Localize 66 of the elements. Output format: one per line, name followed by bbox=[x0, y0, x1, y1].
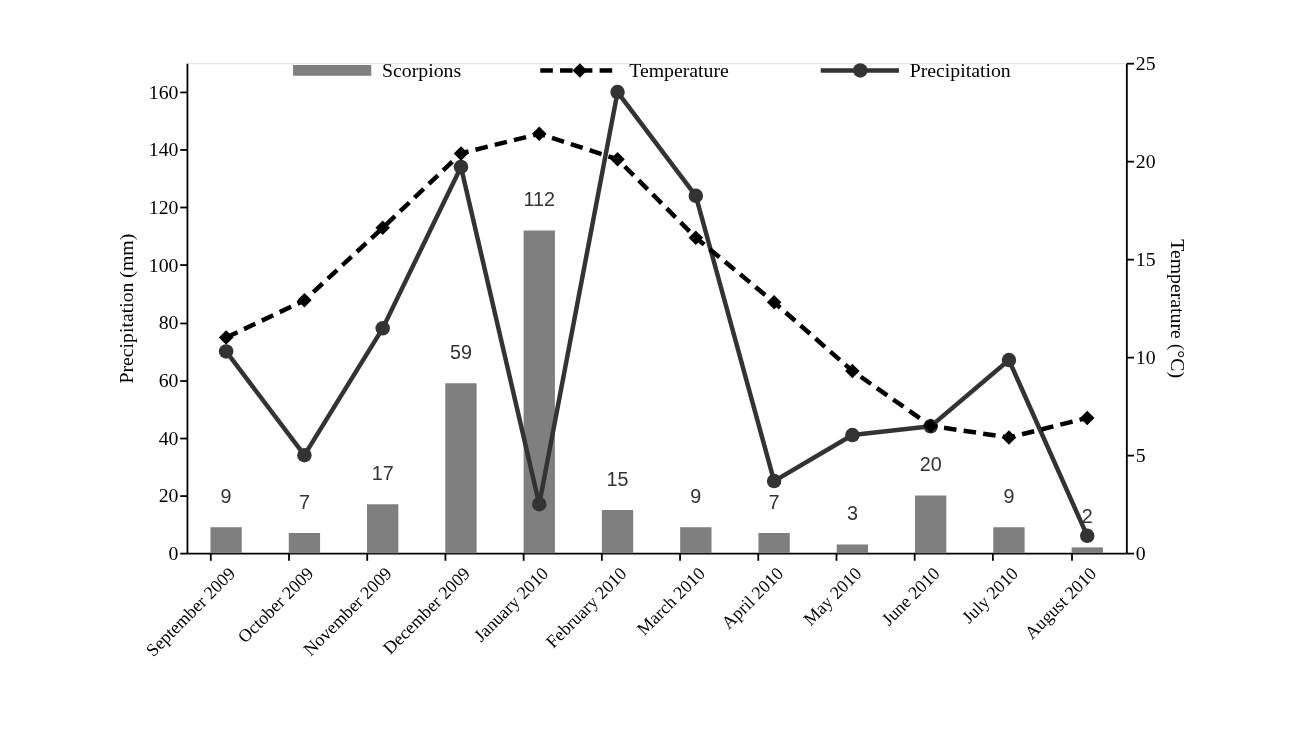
bar bbox=[445, 383, 477, 554]
data-label: 7 bbox=[768, 490, 780, 513]
bar bbox=[836, 544, 869, 554]
point bbox=[532, 126, 547, 142]
point bbox=[845, 427, 860, 443]
y2-tick-label: 10 bbox=[1135, 345, 1156, 368]
bar bbox=[758, 532, 790, 554]
point bbox=[845, 363, 860, 379]
bar bbox=[993, 527, 1025, 554]
y-axis-title: Precipitation (mm) bbox=[115, 233, 139, 384]
point bbox=[1001, 352, 1017, 368]
data-label: 17 bbox=[371, 461, 394, 484]
bar bbox=[915, 495, 947, 554]
point bbox=[610, 152, 625, 167]
point bbox=[532, 496, 547, 512]
point bbox=[375, 220, 390, 236]
data-label: 59 bbox=[449, 340, 472, 363]
bar bbox=[367, 504, 399, 554]
y-tick-label: 100 bbox=[148, 253, 179, 276]
data-label: 9 bbox=[1003, 484, 1015, 507]
legend-label: Precipitation bbox=[909, 58, 1011, 81]
point bbox=[688, 188, 704, 204]
y-tick-label: 160 bbox=[148, 80, 179, 103]
y2-tick-label: 20 bbox=[1135, 149, 1156, 172]
y2-tick-label: 5 bbox=[1135, 443, 1146, 466]
data-label: 7 bbox=[298, 490, 310, 513]
legend-label: Scorpions bbox=[382, 58, 462, 81]
y2-tick-label: 15 bbox=[1135, 247, 1156, 270]
point bbox=[297, 293, 312, 308]
point bbox=[297, 447, 312, 463]
point bbox=[688, 230, 704, 245]
point bbox=[218, 330, 234, 345]
y2-tick-label: 0 bbox=[1135, 541, 1146, 564]
y-tick-label: 20 bbox=[158, 484, 179, 507]
bar bbox=[288, 532, 321, 554]
point bbox=[1001, 430, 1017, 445]
point bbox=[766, 473, 782, 489]
point bbox=[453, 159, 469, 175]
data-label: 9 bbox=[220, 484, 232, 507]
bar bbox=[210, 527, 242, 554]
data-label: 2 bbox=[1081, 505, 1093, 528]
y2-tick-label: 25 bbox=[1135, 51, 1156, 74]
point bbox=[1080, 410, 1095, 426]
point bbox=[218, 344, 234, 359]
legend-label: Temperature bbox=[629, 58, 730, 81]
point bbox=[1080, 528, 1095, 544]
point bbox=[610, 84, 625, 100]
data-label: 9 bbox=[690, 484, 702, 507]
y-tick-label: 120 bbox=[148, 196, 179, 219]
bar bbox=[680, 527, 712, 554]
y-tick-label: 60 bbox=[158, 368, 179, 391]
point bbox=[453, 146, 469, 161]
bar bbox=[1071, 547, 1103, 554]
point bbox=[375, 321, 390, 336]
bar bbox=[601, 509, 634, 554]
y-tick-label: 40 bbox=[158, 426, 179, 449]
data-label: 112 bbox=[523, 188, 556, 211]
data-label: 3 bbox=[846, 502, 858, 525]
y2-axis-title: Temperature (°C) bbox=[1165, 239, 1189, 379]
data-label: 15 bbox=[606, 467, 629, 490]
y-tick-label: 140 bbox=[148, 138, 179, 161]
point bbox=[766, 295, 782, 310]
bar bbox=[523, 230, 555, 554]
y-tick-label: 80 bbox=[158, 311, 179, 334]
data-label: 20 bbox=[919, 453, 942, 476]
y-tick-label: 0 bbox=[168, 541, 179, 564]
